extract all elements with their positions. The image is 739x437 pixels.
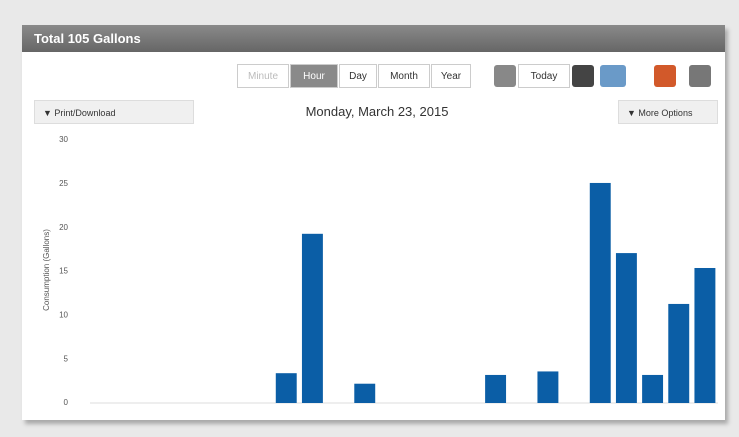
bar: [354, 383, 376, 403]
next-button[interactable]: [572, 65, 594, 87]
today-button[interactable]: Today: [518, 64, 570, 88]
unit-button[interactable]: Hour: [290, 64, 338, 88]
unit-button[interactable]: Month: [378, 64, 430, 88]
y-tick-label: 0: [64, 398, 69, 407]
bar: [485, 374, 507, 403]
chart: Consumption (Gallons) 0 5 10 15 20 25 30: [42, 135, 718, 407]
clock-button[interactable]: [689, 65, 711, 87]
print-label: Print/Download: [54, 108, 116, 118]
previous-button[interactable]: [494, 65, 516, 87]
bar: [301, 233, 323, 403]
bar: [537, 371, 559, 403]
unit-button[interactable]: Year: [431, 64, 471, 88]
y-tick-label: 5: [64, 354, 69, 363]
y-tick-label: 25: [59, 179, 68, 188]
bar: [275, 373, 297, 403]
alert-button[interactable]: [654, 65, 676, 87]
y-tick-label: 15: [59, 267, 68, 276]
print-download[interactable]: ▼ Print/Download: [34, 100, 194, 124]
bar: [668, 303, 690, 403]
y-tick-label: 30: [59, 135, 68, 144]
bar: [615, 253, 637, 403]
unit-button[interactable]: Minute: [237, 64, 289, 88]
y-tick-label: 20: [59, 223, 68, 232]
bar: [642, 374, 664, 403]
chart-title: Monday, March 23, 2015: [305, 104, 449, 119]
bar: [694, 267, 716, 403]
unit-button[interactable]: Day: [339, 64, 377, 88]
bar: [589, 182, 611, 403]
y-axis-label: Consumption (Gallons): [42, 229, 51, 311]
more-label: More Options: [638, 108, 693, 118]
panel: Total 105 Gallons Minute Hour Day Month …: [22, 25, 725, 420]
y-tick-label: 10: [59, 310, 68, 319]
compare-button[interactable]: [600, 65, 626, 87]
panel-title: Total 105 Gallons: [22, 25, 725, 52]
more-options[interactable]: ▼ More Options: [618, 100, 718, 124]
